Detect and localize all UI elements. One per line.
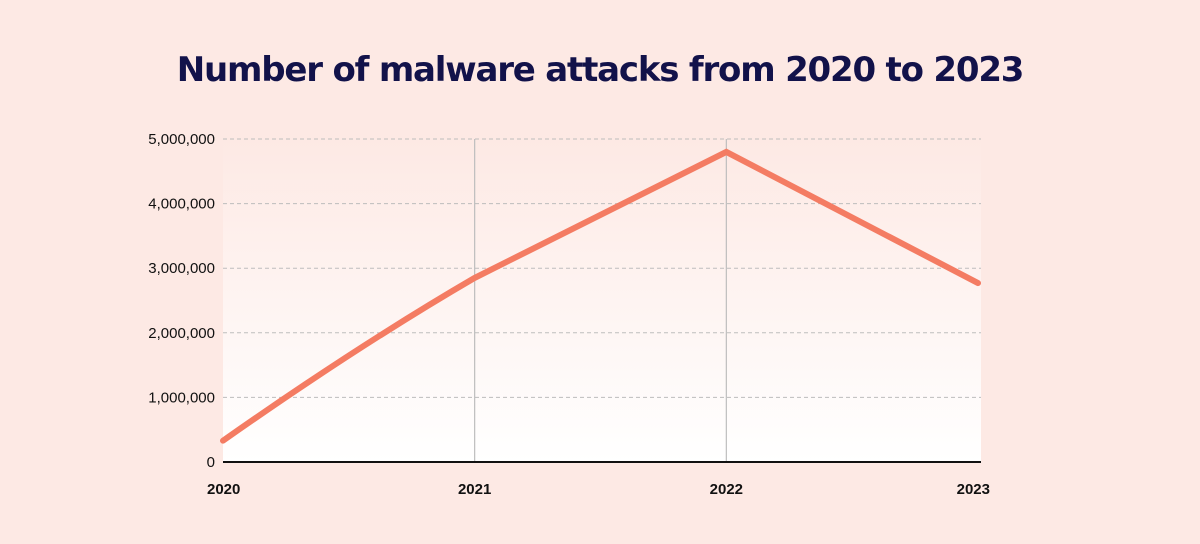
x-tick-label: 2023 <box>957 481 990 498</box>
x-axis-labels: 2020 2021 2022 2023 <box>207 481 990 498</box>
chart-title: Number of malware attacks from 2020 to 2… <box>176 50 1025 90</box>
x-tick-label: 2022 <box>710 481 743 498</box>
y-tick-label: 2,000,000 <box>148 325 215 342</box>
y-tick-label: 5,000,000 <box>148 131 215 148</box>
plot-area <box>223 139 981 462</box>
y-tick-label: 4,000,000 <box>148 196 215 213</box>
y-tick-label: 3,000,000 <box>148 260 215 277</box>
x-tick-label: 2021 <box>458 481 491 498</box>
y-tick-label: 1,000,000 <box>148 389 215 406</box>
y-axis-labels: 0 1,000,000 2,000,000 3,000,000 4,000,000 5,0… <box>148 131 215 471</box>
gridlines <box>223 138 981 462</box>
y-tick-label: 0 <box>207 454 215 471</box>
malware-attacks-line <box>220 148 981 444</box>
x-tick-label: 2020 <box>207 481 240 498</box>
